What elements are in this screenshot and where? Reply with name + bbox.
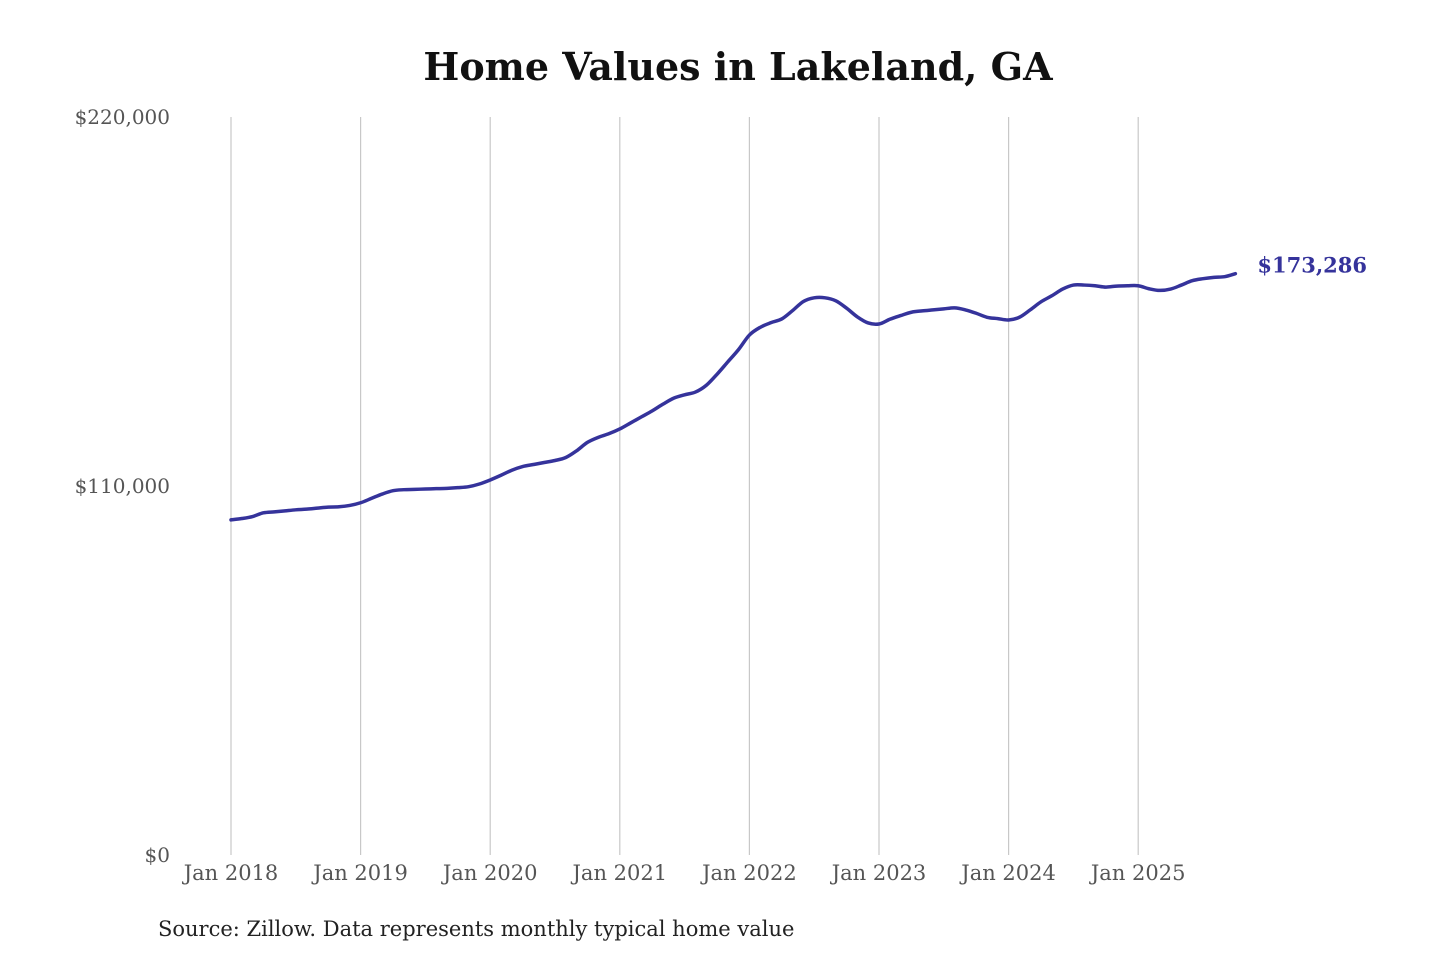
x-tick-label: Jan 2022 [700, 861, 797, 885]
source-note: Source: Zillow. Data represents monthly … [158, 917, 795, 941]
x-tick-label: Jan 2021 [571, 861, 668, 885]
x-tick-label: Jan 2018 [182, 861, 279, 885]
series-line [229, 271, 1238, 522]
y-tick-label: $220,000 [75, 105, 170, 129]
x-tick-label: Jan 2024 [959, 861, 1056, 885]
x-tick-label: Jan 2019 [311, 861, 408, 885]
x-tick-label: Jan 2020 [441, 861, 538, 885]
chart-title: Home Values in Lakeland, GA [423, 44, 1053, 89]
x-tick-label: Jan 2023 [830, 861, 927, 885]
x-tick-label: Jan 2025 [1089, 861, 1186, 885]
y-tick-label: $0 [145, 843, 170, 867]
y-tick-label: $110,000 [75, 474, 170, 498]
end-value-label: $173,286 [1257, 253, 1367, 278]
